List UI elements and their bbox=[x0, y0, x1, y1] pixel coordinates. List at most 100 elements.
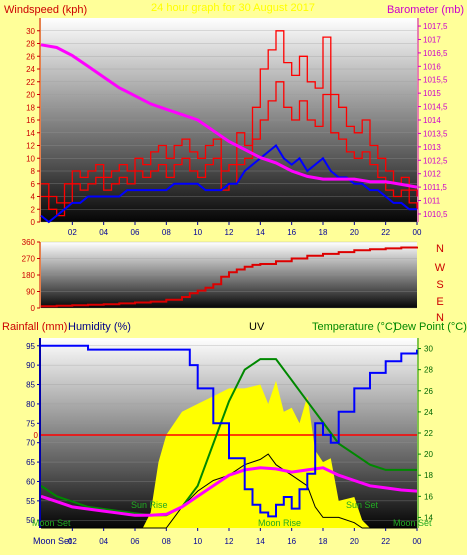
humidity-label: Humidity (%) bbox=[68, 321, 131, 333]
tick-label: 60 bbox=[26, 477, 35, 486]
tick-label: 80 bbox=[26, 400, 35, 409]
dewpoint-label: Dew Point (°C) bbox=[394, 321, 467, 333]
compass-w: W bbox=[435, 262, 446, 274]
uv-label: UV bbox=[249, 321, 265, 333]
tick-label: 14 bbox=[256, 537, 265, 546]
windspeed-label: Windspeed (kph) bbox=[4, 4, 87, 16]
tick-label: 360 bbox=[22, 238, 36, 247]
tick-label: 26 bbox=[26, 52, 35, 61]
tick-label: 04 bbox=[99, 537, 108, 546]
axis-moon-set: Moon Set bbox=[33, 536, 72, 546]
tick-label: 1015 bbox=[423, 89, 441, 98]
tick-label: 0 bbox=[31, 218, 36, 227]
tick-label: 1016 bbox=[423, 62, 441, 71]
compass-e: E bbox=[436, 296, 443, 308]
tick-label: 10 bbox=[26, 154, 35, 163]
tick-label: 1011,5 bbox=[423, 183, 447, 192]
tick-label: 95 bbox=[26, 342, 35, 351]
tick-label: 50 bbox=[26, 516, 35, 525]
tick-label: 00 bbox=[413, 537, 422, 546]
graph-title: 24 hour graph for 30 August 2017 bbox=[151, 2, 315, 14]
direction-gridlines bbox=[41, 241, 417, 309]
compass-n-bottom: N bbox=[436, 312, 444, 324]
tick-label: 270 bbox=[22, 255, 36, 264]
tick-label: 90 bbox=[26, 288, 35, 297]
tick-label: 28 bbox=[424, 366, 433, 375]
tick-label: 18 bbox=[424, 471, 433, 480]
tick-label: 180 bbox=[22, 271, 36, 280]
rainfall-label: Rainfall (mm) bbox=[2, 321, 67, 333]
astronomy-events: Moon Set Sun Rise Moon Rise Sun Set Moon… bbox=[32, 500, 432, 546]
tick-label: 24 bbox=[424, 408, 433, 417]
event-sun-rise: Sun Rise bbox=[131, 500, 168, 510]
tick-label: 1014 bbox=[423, 116, 441, 125]
tick-label: 22 bbox=[26, 78, 35, 87]
tick-label: 18 bbox=[319, 537, 328, 546]
tick-label: 10 bbox=[193, 537, 202, 546]
tick-label: 08 bbox=[162, 537, 171, 546]
tick-label: 8 bbox=[31, 167, 36, 176]
tick-label: 1013,5 bbox=[423, 129, 448, 138]
tick-label: 6 bbox=[31, 180, 36, 189]
event-moon-set-left: Moon Set bbox=[32, 518, 71, 528]
wind-series bbox=[40, 30, 418, 224]
compass-labels: N W S E N bbox=[435, 243, 446, 324]
tick-label: 28 bbox=[26, 40, 35, 49]
tick-label: 06 bbox=[131, 537, 140, 546]
tick-label: 04 bbox=[99, 228, 108, 237]
tick-label: 1010,5 bbox=[423, 210, 448, 219]
tick-label: 0 bbox=[31, 304, 36, 313]
temperature-y-axis: 14 16 18 20 22 24 26 28 30 bbox=[417, 338, 433, 528]
temp-humidity-series: 0 bbox=[34, 344, 418, 529]
tick-label: 24 bbox=[26, 65, 35, 74]
tick-label: 30 bbox=[26, 27, 35, 36]
compass-s: S bbox=[436, 279, 443, 291]
tick-label: 22 bbox=[424, 429, 433, 438]
tick-label: 1017,5 bbox=[423, 22, 448, 31]
tick-label: 18 bbox=[26, 103, 35, 112]
tick-label: 70 bbox=[26, 439, 35, 448]
avg_wind-line bbox=[40, 143, 417, 224]
tick-label: 16 bbox=[424, 492, 433, 501]
tick-label: 20 bbox=[350, 228, 359, 237]
tick-label: 2 bbox=[31, 205, 36, 214]
tick-label: 00 bbox=[413, 228, 422, 237]
barometer-label: Barometer (mb) bbox=[387, 4, 464, 16]
tick-label: 22 bbox=[381, 537, 390, 546]
tick-label: 55 bbox=[26, 497, 35, 506]
event-sun-set: Sun Set bbox=[346, 500, 379, 510]
tick-label: 4 bbox=[31, 193, 36, 202]
tick-label: 16 bbox=[26, 116, 35, 125]
tick-label: 14 bbox=[424, 513, 433, 522]
tick-label: 1017 bbox=[423, 35, 441, 44]
tick-label: 30 bbox=[424, 345, 433, 354]
wind-x-axis: 02 04 06 08 10 12 14 16 18 20 22 00 bbox=[68, 222, 422, 237]
tick-label: 14 bbox=[26, 129, 35, 138]
humidity-y-axis: 50 55 60 65 70 75 80 85 90 95 bbox=[26, 338, 41, 528]
tick-label: 06 bbox=[131, 228, 140, 237]
event-moon-set-right: Moon Set bbox=[393, 518, 432, 528]
tick-label: 02 bbox=[68, 537, 77, 546]
barometer-y-axis: 1010,5 1011 1011,5 1012 1012,5 1013 1013,5 1014… bbox=[417, 18, 448, 222]
tick-label: 65 bbox=[26, 458, 35, 467]
tick-label: 20 bbox=[424, 450, 433, 459]
tick-label: 02 bbox=[68, 228, 77, 237]
solar_line-line bbox=[40, 466, 418, 517]
tick-label: 1015,5 bbox=[423, 76, 448, 85]
event-moon-rise: Moon Rise bbox=[258, 518, 301, 528]
tick-label: 90 bbox=[26, 361, 35, 370]
temp-x-axis: 02 04 06 08 10 12 14 16 18 20 22 00 bbox=[68, 528, 422, 546]
tick-label: 20 bbox=[350, 537, 359, 546]
temperature-label: Temperature (°C) bbox=[312, 321, 396, 333]
tick-label: 85 bbox=[26, 381, 35, 390]
tick-label: 75 bbox=[26, 419, 35, 428]
tick-label: 18 bbox=[319, 228, 328, 237]
temperature-line bbox=[40, 358, 417, 517]
tick-label: 10 bbox=[193, 228, 202, 237]
direction-line bbox=[41, 246, 418, 308]
tick-label: 1016,5 bbox=[423, 49, 448, 58]
barometer-line bbox=[40, 43, 418, 189]
tick-label: 08 bbox=[162, 228, 171, 237]
tick-label: 12 bbox=[225, 228, 234, 237]
